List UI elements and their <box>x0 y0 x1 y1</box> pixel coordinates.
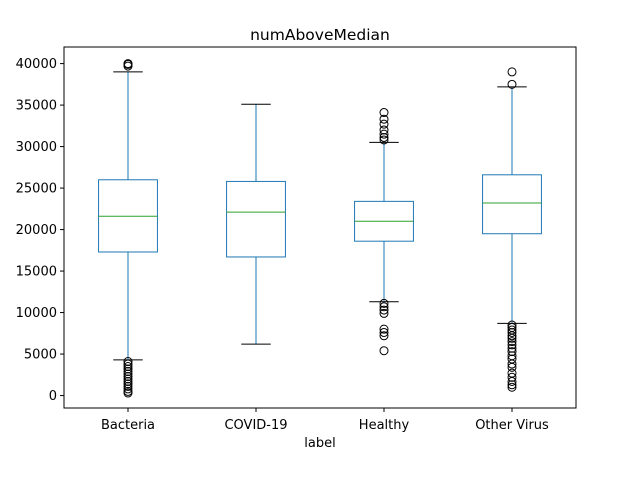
x-axis-label: label <box>304 436 335 451</box>
outlier-point <box>123 366 133 376</box>
outlier-point <box>379 346 389 356</box>
x-tick-label: Healthy <box>359 418 410 433</box>
chart-title: numAboveMedian <box>250 26 390 44</box>
outlier-point <box>123 357 133 367</box>
outlier-point <box>379 298 389 308</box>
y-tick-label: 0 <box>49 389 57 404</box>
outlier-point <box>379 302 389 312</box>
outlier-point <box>379 129 389 139</box>
y-tick-label: 15000 <box>16 265 57 280</box>
outlier-point <box>379 331 389 341</box>
outlier-point <box>123 381 133 391</box>
outlier-point <box>379 114 389 124</box>
box-iqr <box>482 174 542 235</box>
outlier-point <box>379 119 389 129</box>
outlier-point <box>507 67 517 77</box>
outlier-point <box>507 359 517 369</box>
outlier-point <box>379 125 389 135</box>
outlier-point <box>123 59 133 69</box>
outlier-point <box>379 324 389 334</box>
y-axis: 0 5000 10000 15000 20000 25000 30000 35000 40000 <box>16 57 64 404</box>
outlier-point <box>507 337 517 347</box>
axes-frame <box>63 46 577 409</box>
outlier-point <box>123 364 133 374</box>
box-group <box>354 108 414 356</box>
outlier-point <box>507 380 517 390</box>
outlier-point <box>507 79 517 89</box>
y-tick-label: 5000 <box>24 348 57 363</box>
outlier-point <box>123 369 133 379</box>
outlier-point <box>123 371 133 381</box>
outlier-point <box>123 374 133 384</box>
outlier-point <box>507 333 517 343</box>
outlier-point <box>507 327 517 337</box>
box-group <box>226 103 286 345</box>
outlier-point <box>123 388 133 398</box>
outlier-point <box>507 320 517 330</box>
x-tick-label: Other Virus <box>475 418 549 433</box>
outlier-point <box>507 376 517 386</box>
y-tick-label: 20000 <box>16 223 57 238</box>
outlier-point <box>507 382 517 392</box>
outlier-point <box>507 343 517 353</box>
outlier-point <box>123 384 133 394</box>
outlier-point <box>123 376 133 386</box>
outlier-point <box>507 340 517 350</box>
outlier-point <box>123 362 133 372</box>
outlier-point <box>123 379 133 389</box>
box-iqr <box>226 180 286 258</box>
outlier-point <box>379 108 389 118</box>
y-tick-label: 35000 <box>16 99 57 114</box>
x-tick-label: COVID-19 <box>224 418 287 433</box>
y-tick-label: 30000 <box>16 140 57 155</box>
plot-area <box>98 59 542 398</box>
outlier-point <box>379 135 389 145</box>
outlier-point <box>123 359 133 369</box>
y-tick-label: 10000 <box>16 306 57 321</box>
outlier-point <box>507 362 517 372</box>
box-group <box>98 59 158 398</box>
outlier-point <box>507 372 517 382</box>
outlier-point <box>379 308 389 318</box>
box-group <box>482 67 542 392</box>
outlier-point <box>379 305 389 315</box>
outlier-point <box>507 331 517 341</box>
x-tick-label: Bacteria <box>101 418 155 433</box>
outlier-point <box>507 347 517 357</box>
outlier-point <box>379 132 389 142</box>
x-axis: Bacteria COVID-19 Healthy Other Virus <box>101 408 549 433</box>
y-tick-label: 40000 <box>16 57 57 72</box>
y-tick-label: 25000 <box>16 182 57 197</box>
outlier-point <box>379 327 389 337</box>
